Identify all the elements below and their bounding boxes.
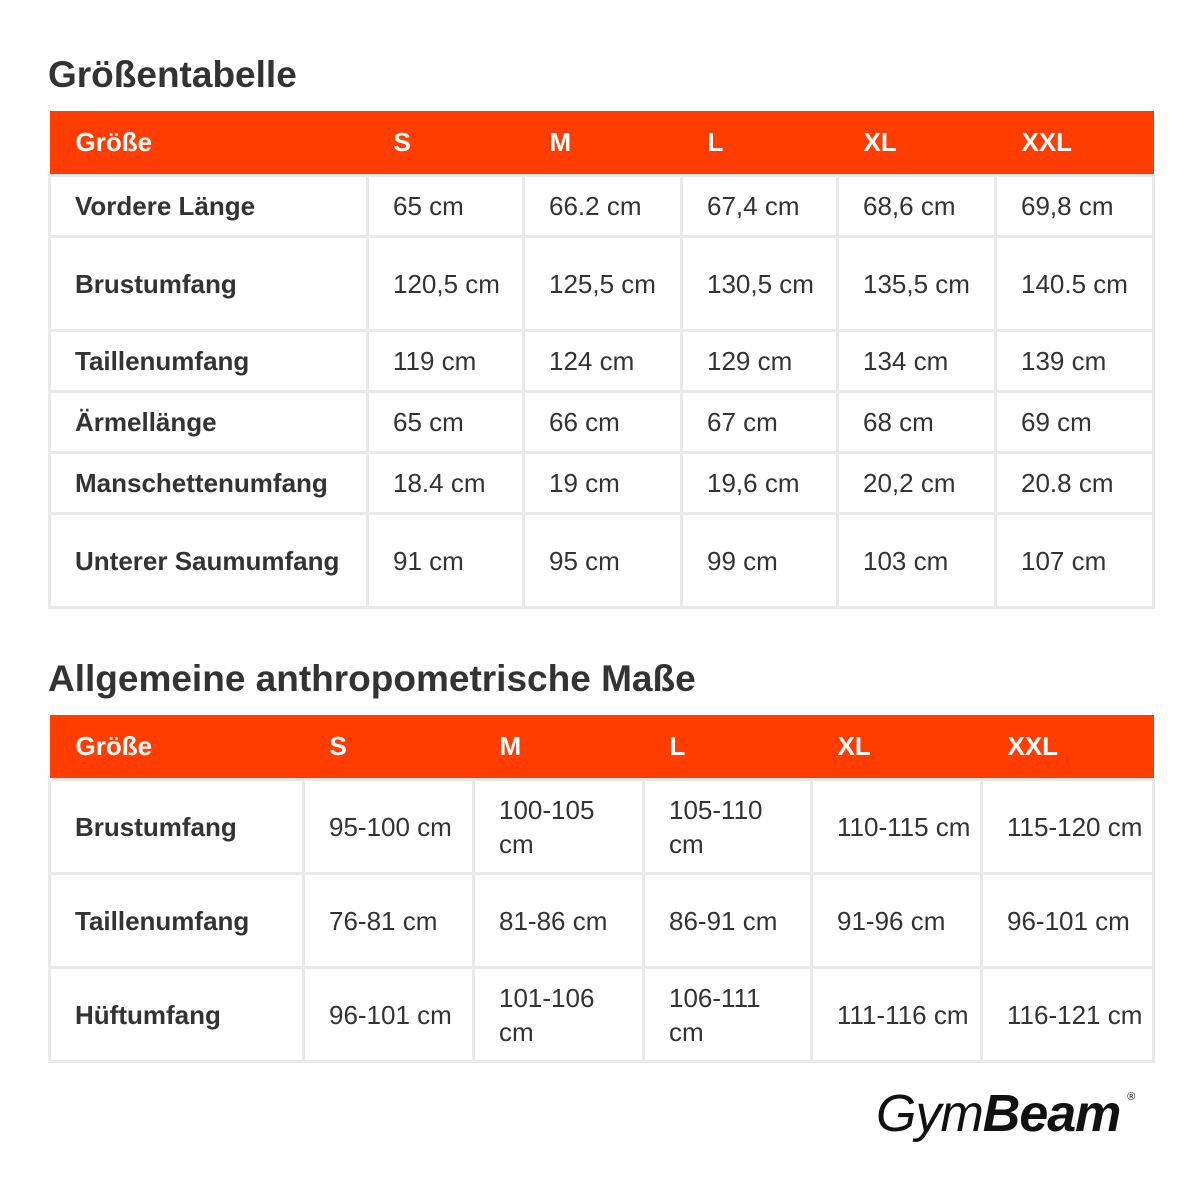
table-cell: 95 cm <box>522 512 683 609</box>
row-label: Taillenumfang <box>48 872 305 969</box>
table-cell: 116-121 cm <box>980 966 1155 1063</box>
table-cell: 120,5 cm <box>366 235 525 332</box>
table-cell: 125,5 cm <box>522 235 683 332</box>
table-cell: 105-110 cm <box>642 778 813 875</box>
row-label: Taillenumfang <box>48 329 369 393</box>
table-cell: 18.4 cm <box>366 451 525 515</box>
table-cell: 95-100 cm <box>302 778 475 875</box>
table-cell: 107 cm <box>994 512 1155 609</box>
table-row: Manschettenumfang 18.4 cm 19 cm 19,6 cm … <box>48 451 1155 515</box>
row-label: Vordere Länge <box>48 174 369 238</box>
row-label: Hüftumfang <box>48 966 305 1063</box>
table-cell: 139 cm <box>994 329 1155 393</box>
table-cell: 115-120 cm <box>980 778 1155 875</box>
header-cell-m: M <box>523 111 682 176</box>
table-cell: 101-106 cm <box>472 966 645 1063</box>
table-cell: 86-91 cm <box>642 872 813 969</box>
body-measurements-table: Größe S M L XL XXL Brustumfang 95-100 cm… <box>48 715 1155 1063</box>
table-cell: 67,4 cm <box>680 174 839 238</box>
registered-mark: ® <box>1127 1091 1135 1103</box>
header-cell-s: S <box>367 111 524 176</box>
table-cell: 124 cm <box>522 329 683 393</box>
logo-text-beam: Beam <box>982 1085 1122 1143</box>
header-cell-m: M <box>473 715 644 780</box>
table-header-row: Größe S M L XL XXL <box>49 715 1154 780</box>
table-cell: 69,8 cm <box>994 174 1155 238</box>
table-cell: 119 cm <box>366 329 525 393</box>
body-measurements-title: Allgemeine anthropometrische Maße <box>48 658 696 699</box>
row-label: Unterer Saumumfang <box>48 512 369 609</box>
table-cell: 67 cm <box>680 390 839 454</box>
header-cell-s: S <box>303 715 474 780</box>
table-row: Hüftumfang 96-101 cm 101-106 cm 106-111 … <box>48 966 1155 1063</box>
table-row: Ärmellänge 65 cm 66 cm 67 cm 68 cm 69 cm <box>48 390 1155 454</box>
table-cell: 81-86 cm <box>472 872 645 969</box>
table-cell: 99 cm <box>680 512 839 609</box>
table-cell: 91-96 cm <box>810 872 983 969</box>
table-cell: 96-101 cm <box>302 966 475 1063</box>
header-cell-xxl: XXL <box>981 715 1154 780</box>
header-cell-size: Größe <box>49 715 304 780</box>
table-cell: 130,5 cm <box>680 235 839 332</box>
header-cell-size: Größe <box>49 111 368 176</box>
table-cell: 111-116 cm <box>810 966 983 1063</box>
row-label: Brustumfang <box>48 235 369 332</box>
size-chart-table: Größe S M L XL XXL Vordere Länge 65 cm 6… <box>48 111 1155 609</box>
table-cell: 91 cm <box>366 512 525 609</box>
table-row: Vordere Länge 65 cm 66.2 cm 67,4 cm 68,6… <box>48 174 1155 238</box>
table-cell: 140.5 cm <box>994 235 1155 332</box>
table-header-row: Größe S M L XL XXL <box>49 111 1154 176</box>
table-cell: 20.8 cm <box>994 451 1155 515</box>
table-cell: 100-105 cm <box>472 778 645 875</box>
table-row: Taillenumfang 119 cm 124 cm 129 cm 134 c… <box>48 329 1155 393</box>
table-cell: 68 cm <box>836 390 997 454</box>
header-cell-l: L <box>643 715 812 780</box>
header-cell-xl: XL <box>811 715 982 780</box>
table-cell: 96-101 cm <box>980 872 1155 969</box>
table-cell: 129 cm <box>680 329 839 393</box>
header-cell-xl: XL <box>837 111 996 176</box>
size-chart-title: Größentabelle <box>48 54 297 95</box>
table-cell: 69 cm <box>994 390 1155 454</box>
row-label: Ärmellänge <box>48 390 369 454</box>
header-cell-l: L <box>681 111 838 176</box>
table-cell: 19,6 cm <box>680 451 839 515</box>
table-cell: 135,5 cm <box>836 235 997 332</box>
table-cell: 76-81 cm <box>302 872 475 969</box>
logo-text-gym: Gym <box>876 1085 984 1143</box>
table-row: Brustumfang 120,5 cm 125,5 cm 130,5 cm 1… <box>48 235 1155 332</box>
table-cell: 65 cm <box>366 390 525 454</box>
table-cell: 103 cm <box>836 512 997 609</box>
header-cell-xxl: XXL <box>995 111 1154 176</box>
table-row: Taillenumfang 76-81 cm 81-86 cm 86-91 cm… <box>48 872 1155 969</box>
row-label: Manschettenumfang <box>48 451 369 515</box>
table-cell: 110-115 cm <box>810 778 983 875</box>
table-cell: 106-111 cm <box>642 966 813 1063</box>
table-cell: 134 cm <box>836 329 997 393</box>
table-cell: 19 cm <box>522 451 683 515</box>
gymbeam-logo: GymBeam ® <box>876 1085 1135 1143</box>
table-cell: 20,2 cm <box>836 451 997 515</box>
table-cell: 66.2 cm <box>522 174 683 238</box>
table-cell: 68,6 cm <box>836 174 997 238</box>
table-cell: 65 cm <box>366 174 525 238</box>
table-row: Unterer Saumumfang 91 cm 95 cm 99 cm 103… <box>48 512 1155 609</box>
row-label: Brustumfang <box>48 778 305 875</box>
table-row: Brustumfang 95-100 cm 100-105 cm 105-110… <box>48 778 1155 875</box>
table-cell: 66 cm <box>522 390 683 454</box>
